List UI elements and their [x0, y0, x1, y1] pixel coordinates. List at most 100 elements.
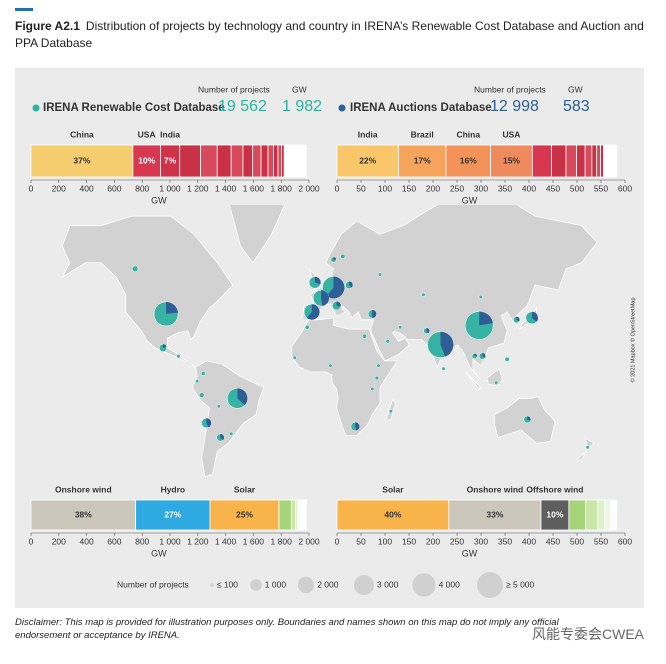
bubble-wedge — [516, 316, 520, 322]
bar-segment — [135, 499, 211, 531]
size-legend-circle — [210, 583, 214, 587]
bubble — [292, 355, 297, 360]
bar-segment — [584, 144, 593, 178]
bar-segment — [600, 144, 604, 178]
bubble-wedge — [355, 422, 360, 431]
bar-segment — [540, 499, 570, 531]
x-tick-label: 350 — [498, 183, 512, 193]
x-axis-label: GW — [151, 195, 167, 205]
x-tick-label: 600 — [618, 536, 632, 546]
map-credit: © 2021 Mapbox © OpenStreetMap — [629, 298, 636, 383]
land — [464, 371, 483, 390]
accent-bar — [15, 8, 33, 11]
x-tick-label: 0 — [29, 183, 34, 193]
bar-segment — [242, 144, 254, 178]
x-tick-label: 450 — [546, 183, 560, 193]
bubble — [585, 445, 590, 450]
bubble — [385, 339, 390, 344]
bar-segment — [398, 144, 447, 178]
legend-title: IRENA Renewable Cost Database — [43, 102, 225, 114]
projects-value: 12 998 — [490, 98, 539, 115]
bar-segment — [551, 144, 567, 178]
total-value: 583 — [563, 98, 590, 115]
size-legend-label: 3 000 — [377, 579, 399, 589]
bubble-wedge — [314, 276, 321, 285]
x-tick-label: 550 — [594, 536, 608, 546]
bubble — [229, 431, 234, 436]
bubble-wedge — [166, 301, 179, 314]
size-legend-label: 2 000 — [317, 579, 339, 589]
bar-segment — [277, 144, 282, 178]
bar-segment — [273, 144, 279, 178]
x-tick-label: 350 — [498, 536, 512, 546]
figure-label: Figure A2.1 — [15, 19, 80, 33]
bubble-wedge — [326, 276, 345, 299]
bar-segment — [230, 144, 244, 178]
legend-title: IRENA Auctions Database — [350, 102, 492, 114]
x-tick-label: 600 — [107, 536, 121, 546]
x-tick-label: 1 000 — [159, 183, 181, 193]
bar-segment — [179, 144, 201, 178]
bubble — [421, 292, 426, 297]
disclaimer: Disclaimer: This map is provided for ill… — [15, 617, 559, 641]
bubble-wedge — [333, 257, 337, 260]
bubble — [131, 265, 139, 272]
bubble — [216, 404, 221, 409]
land — [302, 205, 598, 379]
bubble — [340, 253, 346, 259]
x-tick-label: 1 200 — [187, 183, 209, 193]
size-legend-label: ≥ 5 000 — [506, 579, 535, 589]
bubble-wedge — [440, 331, 454, 357]
x-axis-label: GW — [151, 548, 167, 558]
bubble-wedge — [206, 418, 212, 428]
bubble — [328, 363, 333, 368]
bubble-wedge — [372, 309, 377, 319]
total-value: 1 982 — [282, 98, 322, 115]
total-heading: GW — [568, 84, 583, 94]
bubble-wedge — [531, 311, 538, 322]
bar-segment — [30, 499, 137, 531]
x-tick-label: 1 800 — [271, 536, 293, 546]
segment-name: China — [456, 129, 480, 139]
x-tick-label: 200 — [52, 183, 66, 193]
x-tick-label: 600 — [618, 183, 632, 193]
x-tick-label: 400 — [522, 183, 536, 193]
x-tick-label: 0 — [29, 536, 34, 546]
x-tick-label: 1 400 — [215, 183, 237, 193]
watermark: 风能专委会CWEA — [532, 626, 644, 642]
bar-segment — [576, 144, 586, 178]
x-tick-label: 50 — [356, 183, 366, 193]
bar-segment — [445, 144, 491, 178]
size-legend-label: ≤ 100 — [217, 579, 238, 589]
x-tick-label: 400 — [522, 536, 536, 546]
x-tick-label: 1 000 — [159, 536, 181, 546]
bar-segment — [591, 144, 598, 178]
segment-name: India — [358, 129, 378, 139]
x-tick-label: 600 — [107, 183, 121, 193]
x-tick-label: 0 — [335, 536, 340, 546]
x-tick-label: 2 000 — [298, 183, 320, 193]
bubble-wedge — [527, 416, 531, 421]
bar-segment — [132, 144, 161, 178]
x-tick-label: 400 — [80, 536, 94, 546]
x-tick-label: 200 — [426, 536, 440, 546]
x-tick-label: 200 — [426, 183, 440, 193]
bar-segment — [336, 499, 450, 531]
bar-segment — [531, 144, 552, 178]
total-heading: GW — [292, 84, 307, 94]
bubble — [199, 392, 205, 398]
x-tick-label: 1 200 — [187, 536, 209, 546]
bar-segment — [565, 144, 577, 178]
segment-name: Hydro — [161, 484, 186, 494]
land — [229, 205, 286, 264]
projects-heading: Number of projects — [474, 84, 546, 94]
bubble — [374, 375, 380, 381]
x-tick-label: 0 — [335, 183, 340, 193]
bar-segment — [291, 499, 297, 531]
projects-heading: Number of projects — [198, 84, 270, 94]
size-legend-circle — [477, 572, 503, 598]
segment-label: 37% — [73, 155, 90, 165]
x-tick-label: 150 — [402, 536, 416, 546]
x-tick-label: 800 — [135, 183, 149, 193]
